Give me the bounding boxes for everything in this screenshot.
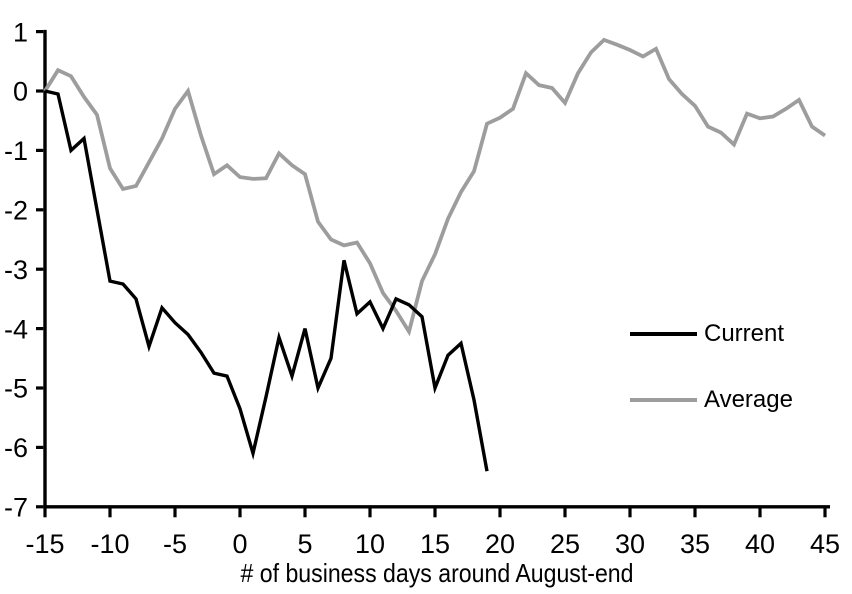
x-tick-label: -5 [163,529,187,559]
x-tick-label: 10 [355,529,385,559]
x-tick-label: -15 [25,529,64,559]
series-line-average [43,37,827,337]
x-tick-label: 5 [297,529,312,559]
y-tick-label: -5 [4,374,28,404]
y-tick-label: 0 [13,77,28,107]
y-tick-label: -6 [4,433,28,463]
y-tick-label: -7 [4,493,28,523]
legend-label-current: Current [704,320,785,347]
x-tick-label: 35 [680,529,710,559]
x-tick-label: 40 [745,529,775,559]
y-tick-label: -4 [4,314,28,344]
y-tick-label: -1 [4,136,28,166]
x-tick-label: -10 [90,529,129,559]
x-tick-label: 30 [615,529,645,559]
legend-label-average: Average [704,386,793,413]
y-tick-label: 1 [13,17,28,47]
x-tick-label: 20 [485,529,515,559]
legend-item-current: Current [630,318,784,350]
y-tick-label: -2 [4,196,28,226]
x-tick-label: 25 [550,529,580,559]
legend-swatch-current-line [630,332,697,336]
x-tick-label: 45 [810,529,840,559]
x-axis-title: # of business days around August-end [241,558,634,588]
series-line-current [44,89,489,472]
legend-swatch-average-line [630,398,697,402]
y-tick-label: -3 [4,255,28,285]
legend-item-average: Average [630,384,793,416]
x-tick-label: 0 [232,529,247,559]
x-tick-label: 15 [420,529,450,559]
